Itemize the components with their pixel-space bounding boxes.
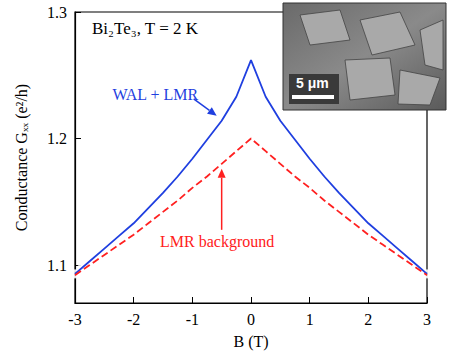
svg-text:1: 1 [306,311,314,328]
svg-text:-3: -3 [68,311,81,328]
svg-text:0: 0 [247,311,255,328]
svg-text:1.1: 1.1 [47,257,67,274]
svg-text:2: 2 [364,311,372,328]
svg-text:1.2: 1.2 [47,130,67,147]
svg-text:-2: -2 [127,311,140,328]
svg-text:Conductance Gₓₓ (e²/h): Conductance Gₓₓ (e²/h) [13,84,31,231]
svg-text:5 μm: 5 μm [296,75,329,91]
svg-text:Bi₂Te₃, T = 2 K: Bi₂Te₃, T = 2 K [92,19,199,38]
svg-text:B (T): B (T) [233,333,268,351]
svg-text:-1: -1 [186,311,199,328]
svg-text:3: 3 [423,311,431,328]
svg-text:1.3: 1.3 [47,4,67,21]
svg-text:WAL + LMR: WAL + LMR [112,86,198,103]
svg-text:LMR background: LMR background [160,233,274,251]
